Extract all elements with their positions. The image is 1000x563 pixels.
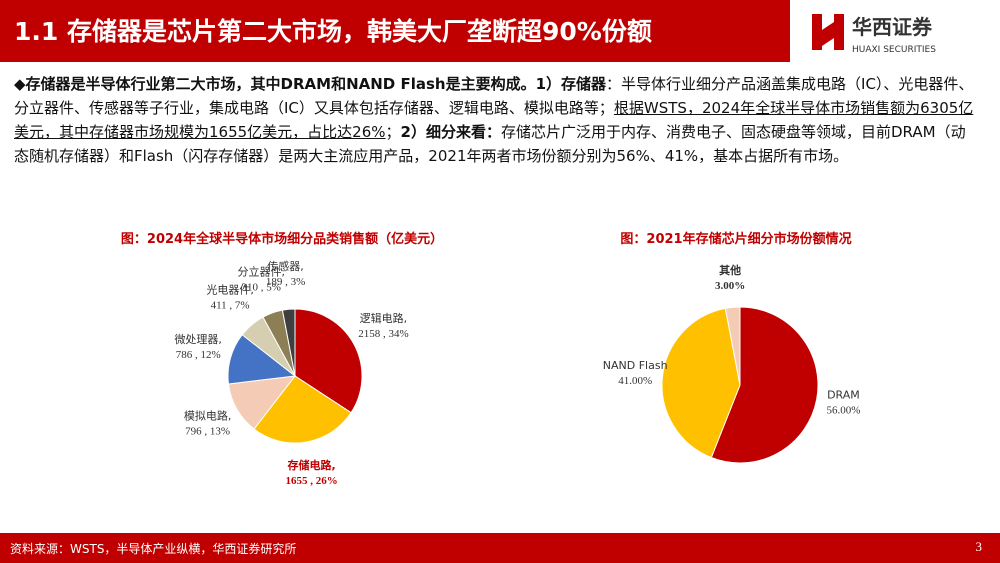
slice-value-label: 2158 , 34% [358, 328, 408, 340]
slice-label: 逻辑电路, [360, 311, 408, 325]
pie-slice [710, 306, 819, 464]
slice-label: 其他 [719, 263, 741, 277]
slice-label: 模拟电路, [184, 409, 232, 423]
text-segment: 存储芯片广泛用于内存、消费电子、固态硬盘等领域，目前DRAM（动态随机存储器）和… [14, 123, 966, 165]
logo-icon [812, 14, 844, 50]
footer-bar [0, 533, 1000, 563]
slice-value-label: 41.00% [618, 375, 652, 387]
page-number: 3 [976, 539, 983, 554]
text-segment: ：半导体行业细分产品涵盖集成电路（IC）、光电器件、分立器件、传感器等子行业，集… [14, 75, 974, 117]
slice-label: 传感器, [267, 260, 304, 273]
pie-slice [281, 308, 296, 377]
text-segment: 根据WSTS，2024年全球半导体市场销售额为6305亿美元，其中存储器市场规模… [14, 99, 974, 141]
pie-slice [253, 375, 352, 444]
header-title: 1.1 存储器是芯片第二大市场，韩美大厂垄断超90%份额 [14, 17, 652, 46]
slice-label: 光电器件, [206, 282, 254, 296]
slice-value-label: 796 , 13% [185, 426, 230, 438]
slice-label: DRAM [827, 389, 860, 402]
footer-source: 资料来源：WSTS，半导体产业纵横，华西证券研究所 [10, 541, 296, 556]
slice-value-label: 411 , 7% [211, 299, 250, 311]
paragraph: ◆存储器是半导体行业第二大市场，其中DRAM和NAND Flash是主要构成。1… [14, 72, 980, 168]
header-bar [0, 0, 790, 62]
pie-slice [724, 306, 741, 386]
slice-value-label: 189 , 3% [266, 276, 305, 288]
slice-value-label: 56.00% [826, 405, 860, 417]
logo-en: HUAXI SECURITIES [852, 45, 936, 55]
text-segment: ◆存储器是半导体行业第二大市场，其中DRAM和NAND Flash是主要构成。1… [14, 75, 607, 93]
slice-label: 分立器件, [237, 264, 285, 278]
slice-label: 微处理器, [174, 332, 222, 346]
slice-value-label: 786 , 12% [176, 349, 221, 361]
slice-value-label: 1655 , 26% [286, 475, 338, 487]
slice-label: NAND Flash [603, 359, 668, 372]
chart-title: 图：2024年全球半导体市场细分品类销售额（亿美元） [121, 231, 443, 247]
chart-title: 图：2021年存储芯片细分市场份额情况 [620, 231, 851, 247]
slice-value-label: 310 , 5% [242, 281, 281, 293]
text-segment: 2）细分来看： [400, 123, 501, 141]
slice-value-label: 3.00% [715, 280, 745, 292]
text-segment: ； [385, 123, 401, 141]
slice-label: 存储电路, [288, 458, 336, 472]
pie-slice [661, 307, 741, 459]
logo-cn: 华西证券 [852, 15, 933, 39]
